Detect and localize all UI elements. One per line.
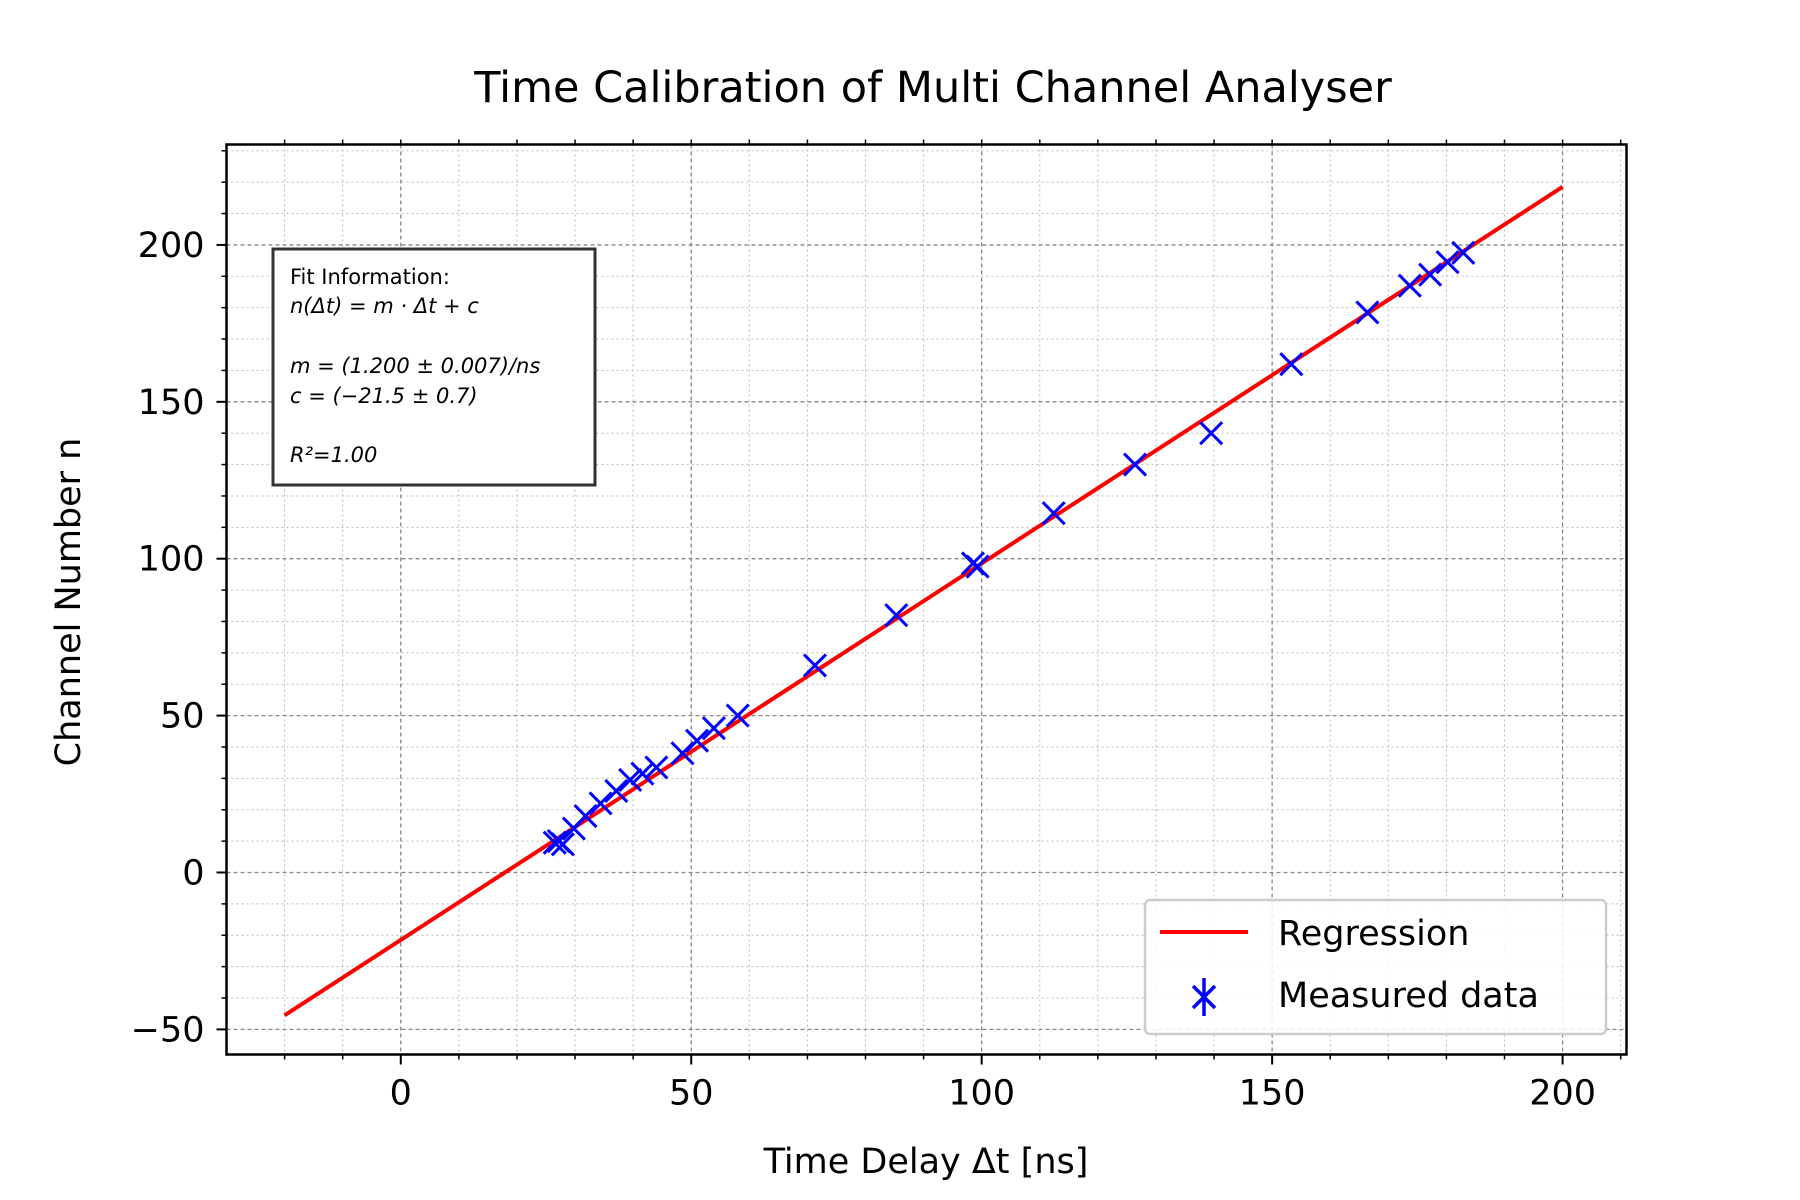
data-point bbox=[588, 791, 613, 816]
data-point-stroke bbox=[550, 832, 575, 857]
measured-data-series bbox=[542, 240, 1476, 857]
y-tick-label: 150 bbox=[138, 383, 205, 423]
data-point-stroke bbox=[618, 767, 643, 792]
data-point-stroke bbox=[1122, 452, 1148, 477]
fit-info-model: n(Δt) = m · Δt + c bbox=[290, 294, 479, 318]
data-point bbox=[630, 761, 655, 786]
fit-info-header: Fit Information: bbox=[290, 265, 450, 289]
data-point-stroke bbox=[1397, 273, 1422, 298]
data-point-stroke bbox=[573, 803, 598, 829]
legend: Regression Measured data bbox=[1143, 898, 1608, 1036]
data-point-stroke bbox=[644, 755, 669, 780]
data-point bbox=[573, 803, 598, 829]
regression-line bbox=[283, 185, 1564, 1017]
data-point bbox=[550, 832, 575, 857]
data-point-stroke bbox=[1418, 262, 1443, 287]
data-point-stroke bbox=[1041, 501, 1066, 526]
data-point bbox=[1199, 421, 1224, 446]
x-tick-label: 150 bbox=[1239, 1074, 1306, 1114]
fit-info-slope: m = (1.200 ± 0.007)/ns bbox=[290, 354, 540, 378]
chart-title: Time Calibration of Multi Channel Analys… bbox=[473, 63, 1392, 113]
x-tick-label: 50 bbox=[669, 1074, 714, 1114]
data-point bbox=[1435, 250, 1460, 275]
fit-info-intercept: c = (−21.5 ± 0.7) bbox=[290, 384, 478, 408]
data-point bbox=[1355, 300, 1380, 325]
data-point bbox=[542, 830, 567, 855]
data-point bbox=[618, 767, 643, 792]
data-point bbox=[965, 554, 990, 579]
data-point bbox=[1279, 352, 1304, 377]
data-point bbox=[1418, 262, 1443, 287]
data-point-stroke bbox=[1435, 250, 1460, 275]
data-point bbox=[884, 603, 909, 628]
data-point-stroke bbox=[604, 778, 629, 803]
data-point-stroke bbox=[1355, 300, 1380, 325]
data-point-stroke bbox=[1451, 240, 1476, 265]
data-point bbox=[1451, 240, 1476, 265]
data-point-stroke bbox=[1279, 352, 1304, 377]
y-tick-label: 50 bbox=[160, 697, 205, 737]
data-point bbox=[1122, 452, 1148, 477]
data-point-stroke bbox=[701, 716, 726, 741]
data-point-stroke bbox=[965, 554, 990, 579]
x-tick-label: 0 bbox=[390, 1074, 412, 1114]
data-point-stroke bbox=[588, 791, 613, 816]
fit-info-box: Fit Information: n(Δt) = m · Δt + c m = … bbox=[271, 247, 597, 487]
legend-frame bbox=[1143, 898, 1608, 1036]
fit-info-frame bbox=[271, 247, 597, 487]
y-axis-label: Channel Number n bbox=[49, 438, 89, 767]
data-point-stroke bbox=[725, 703, 750, 728]
y-tick-label: −50 bbox=[131, 1010, 205, 1050]
y-tick-label: 200 bbox=[138, 226, 205, 266]
data-point bbox=[604, 778, 629, 803]
x-axis-label: Time Delay Δt [ns] bbox=[763, 1142, 1089, 1182]
legend-measured-swatch bbox=[1191, 978, 1217, 1016]
y-tick-label: 100 bbox=[138, 540, 205, 580]
data-point-stroke bbox=[684, 728, 710, 753]
data-point bbox=[684, 728, 710, 753]
data-point bbox=[1397, 273, 1422, 298]
plot-frame bbox=[225, 143, 1628, 1056]
legend-regression-label: Regression bbox=[1278, 914, 1469, 954]
data-point bbox=[1041, 501, 1066, 526]
x-tick-labels: 0 50 100 150 200 bbox=[390, 1074, 1596, 1114]
x-tick-label: 200 bbox=[1529, 1074, 1596, 1114]
data-point bbox=[644, 755, 669, 780]
data-point-stroke bbox=[802, 653, 828, 678]
x-tick-label: 100 bbox=[948, 1074, 1015, 1114]
data-point bbox=[725, 703, 750, 728]
data-point-stroke bbox=[1199, 421, 1224, 446]
y-tick-labels: −50 0 50 100 150 200 bbox=[131, 226, 205, 1050]
legend-measured-label: Measured data bbox=[1278, 976, 1539, 1016]
data-point-stroke bbox=[542, 830, 567, 855]
axis-ticks bbox=[216, 139, 1622, 1065]
data-point-stroke bbox=[630, 761, 655, 786]
data-point bbox=[802, 653, 828, 678]
y-tick-label: 0 bbox=[182, 854, 204, 894]
data-point-stroke bbox=[884, 603, 909, 628]
fit-info-r-squared: R²=1.00 bbox=[290, 443, 377, 467]
regression-series bbox=[283, 185, 1564, 1017]
data-point bbox=[701, 716, 726, 741]
